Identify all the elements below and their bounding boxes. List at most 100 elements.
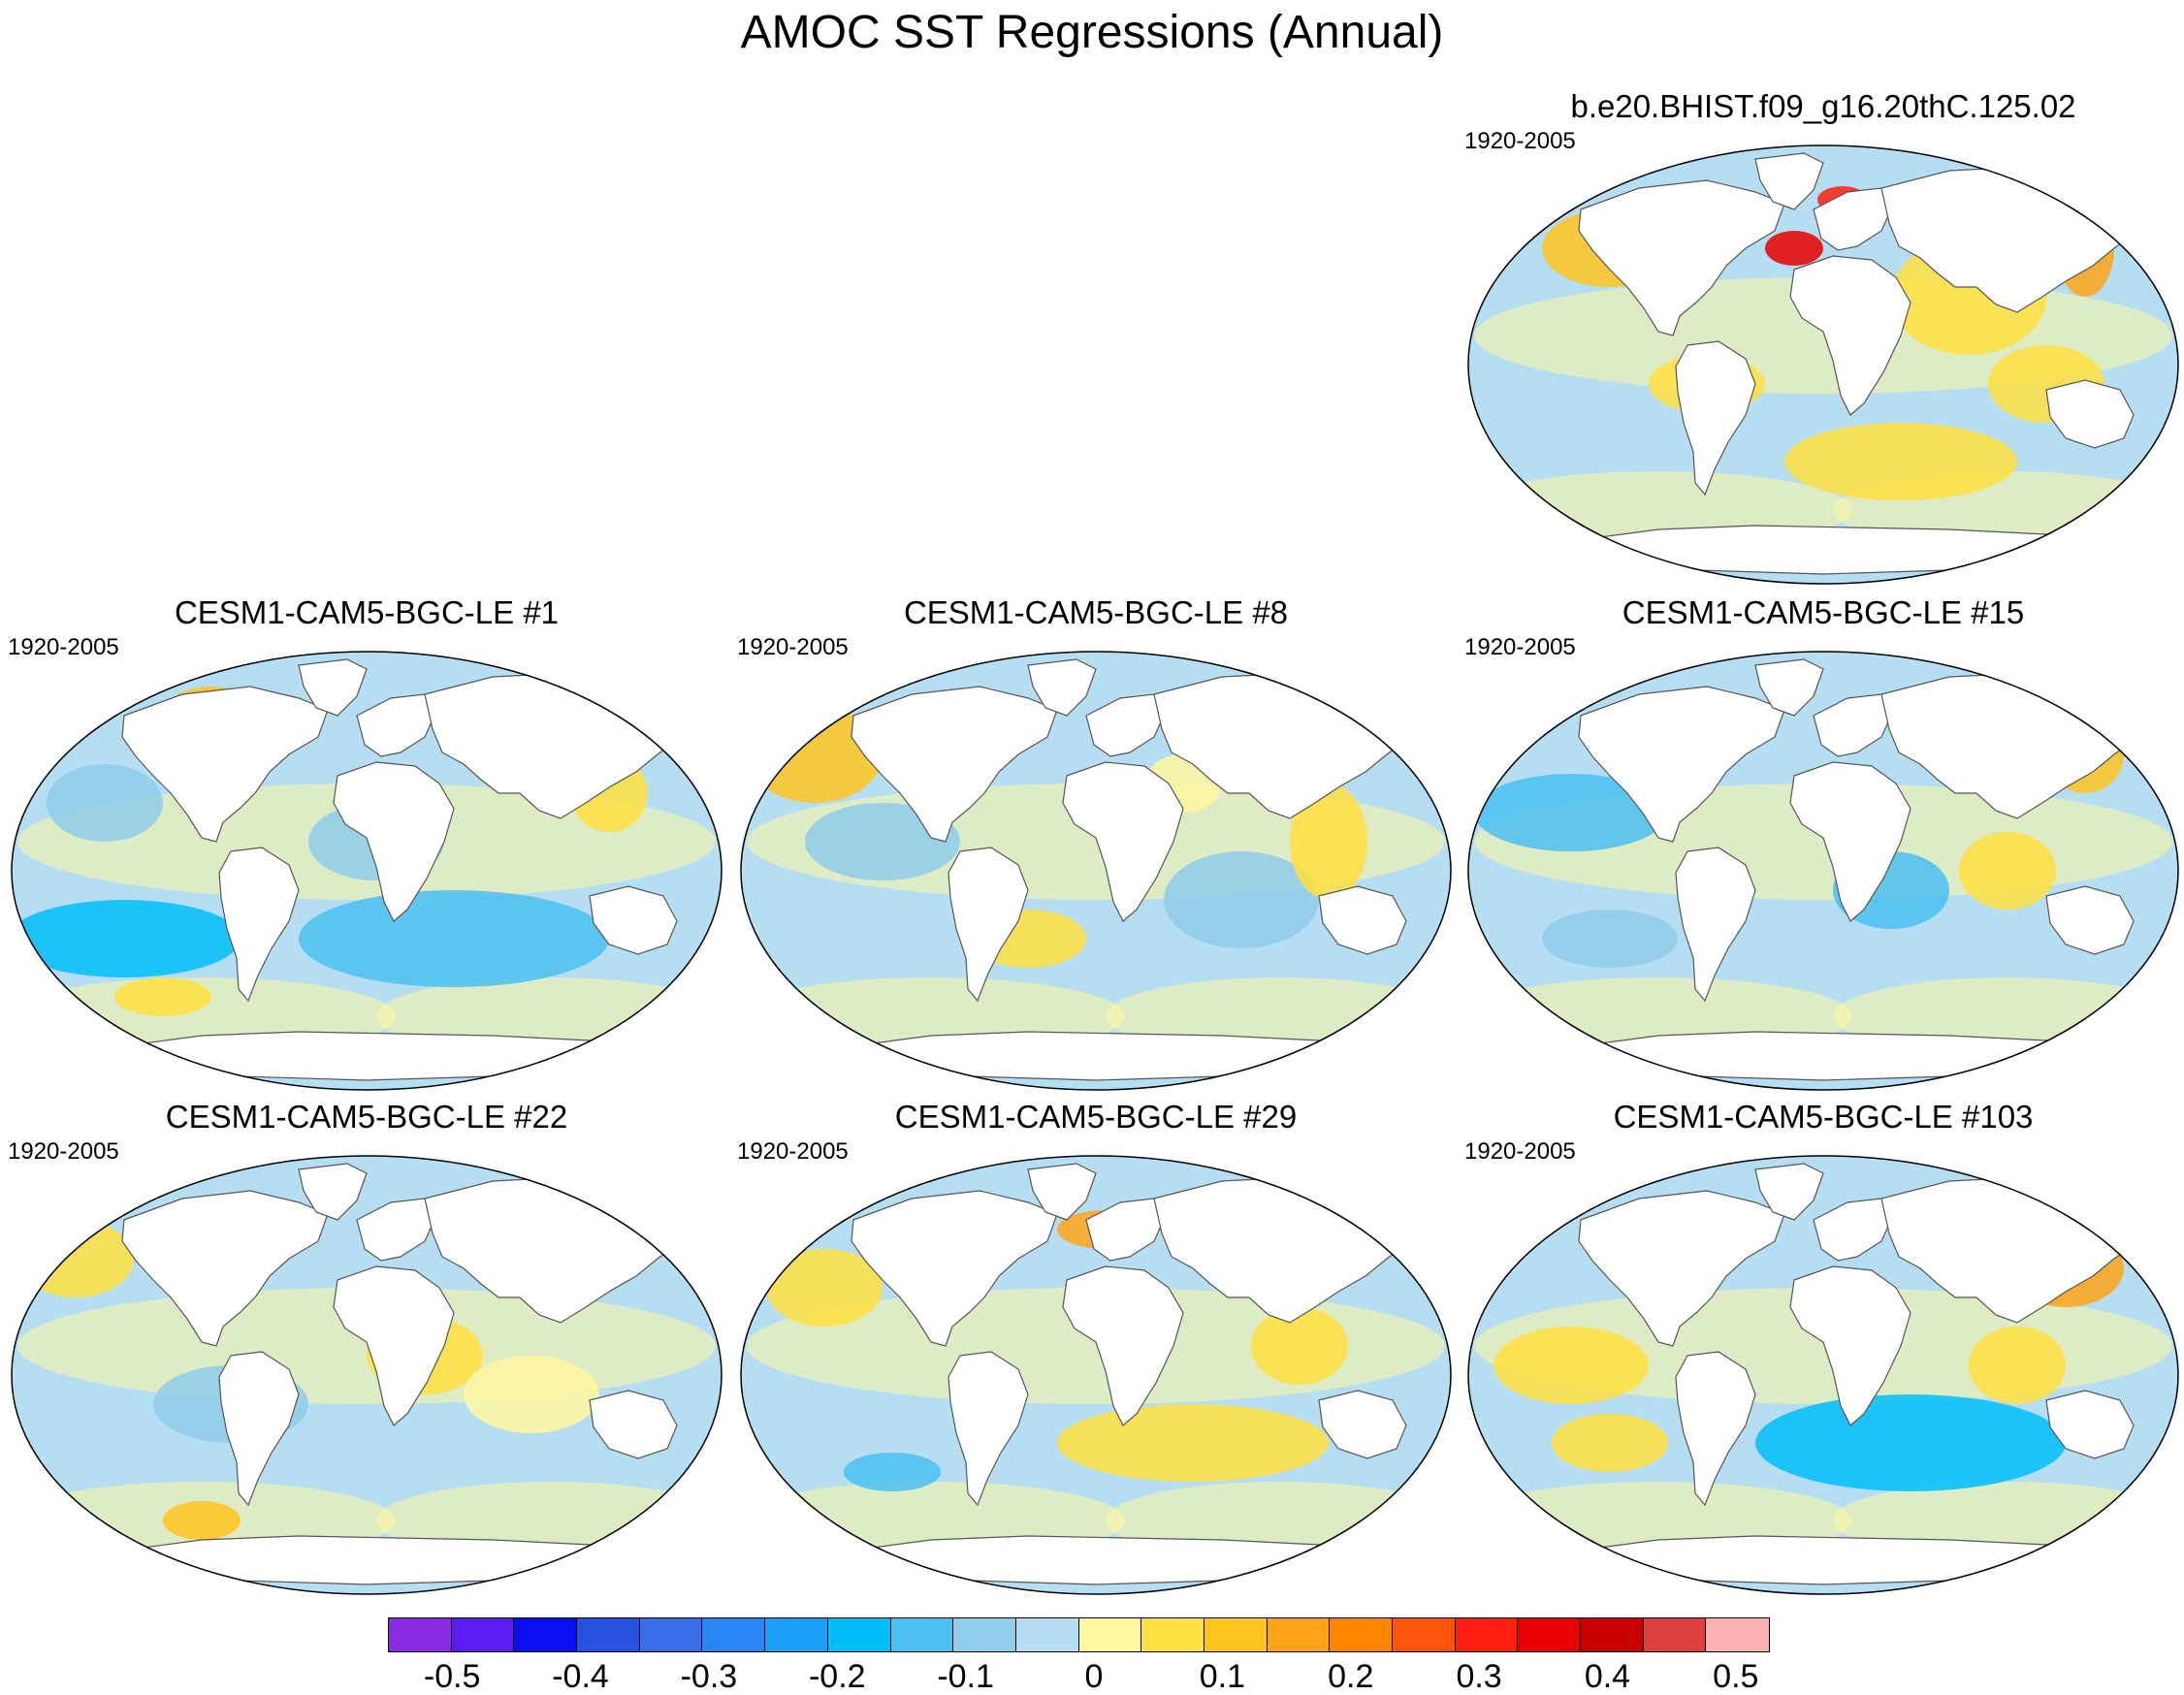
colorbar-label: -0.1	[937, 1658, 994, 1695]
anomaly-patch	[1493, 1327, 1649, 1404]
landmass	[333, 1265, 455, 1426]
landmass	[1318, 1390, 1407, 1459]
colorbar-swatch	[1518, 1618, 1582, 1651]
map-panel-2: CESM1-CAM5-BGC-LE #8 1920-2005	[737, 593, 1455, 1098]
landmass	[1578, 1190, 1785, 1347]
landmass	[1813, 1198, 1892, 1262]
landmass	[1675, 1351, 1756, 1507]
landmass	[121, 1190, 329, 1347]
landmass	[121, 686, 329, 843]
map-field	[741, 1156, 1451, 1594]
anomaly-patch	[844, 1453, 941, 1491]
anomaly-patch	[1251, 1307, 1348, 1385]
landmass	[1813, 187, 1892, 251]
colorbar: -0.5 -0.4 -0.3 -0.2 -0.1 0 0.1 0.2 0.3 0.4 0.5	[388, 1617, 1800, 1695]
landmass	[218, 847, 300, 1003]
anomaly-patch	[1290, 784, 1367, 900]
anomaly-patch	[17, 1220, 134, 1297]
panel-period: 1920-2005	[1464, 1138, 1576, 1165]
colorbar-swatch	[1015, 1618, 1079, 1651]
anomaly-patch	[766, 1249, 883, 1327]
world-map	[1467, 144, 2179, 585]
landmass	[1675, 340, 1756, 496]
panel-period: 1920-2005	[737, 634, 849, 660]
landmass	[298, 658, 368, 717]
anomaly-patch	[1057, 1404, 1329, 1482]
landmass	[1578, 179, 1785, 336]
anomaly-patch	[1755, 1394, 2066, 1491]
landmass	[2045, 379, 2135, 449]
colorbar-swatch	[1204, 1618, 1268, 1651]
colorbar-label: 0.1	[1199, 1658, 1245, 1695]
colorbar-swatch	[1267, 1618, 1331, 1651]
world-map	[1467, 651, 2179, 1091]
colorbar-swatch	[827, 1618, 891, 1651]
colorbar-swatch	[765, 1618, 828, 1651]
panel-title: CESM1-CAM5-BGC-LE #103	[1613, 1099, 2034, 1135]
map-field	[12, 652, 722, 1090]
colorbar-swatch	[953, 1618, 1016, 1651]
landmass	[2045, 885, 2135, 955]
landmass	[1789, 255, 1911, 416]
anomaly-patch	[12, 900, 241, 977]
map-field	[1468, 652, 2178, 1090]
panel-title: b.e20.BHIST.f09_g16.20thC.125.02	[1570, 88, 2076, 124]
landmass	[851, 1190, 1058, 1347]
map-field	[1468, 145, 2178, 584]
anomaly-patch	[114, 977, 211, 1016]
map-panel-3: CESM1-CAM5-BGC-LE #15 1920-2005	[1464, 593, 2182, 1098]
colorbar-swatch	[577, 1618, 640, 1651]
colorbar-swatch	[639, 1618, 703, 1651]
panel-period: 1920-2005	[8, 1138, 119, 1165]
landmass	[333, 761, 455, 922]
landmass	[1085, 693, 1165, 757]
anomaly-patch	[1959, 832, 2056, 910]
map-border	[11, 1155, 723, 1595]
world-map	[740, 1155, 1452, 1595]
landmass	[1789, 761, 1911, 922]
colorbar-swatch	[702, 1618, 766, 1651]
anomaly-patch	[299, 890, 609, 987]
map-border	[740, 1155, 1452, 1595]
panel-period: 1920-2005	[1464, 128, 1576, 154]
landmass	[1789, 1265, 1911, 1426]
map-border	[1467, 144, 2179, 585]
panel-period: 1920-2005	[1464, 634, 1576, 660]
landmass	[1754, 152, 1824, 210]
anomaly-patch	[1784, 423, 2017, 500]
landmass	[1085, 1198, 1165, 1262]
colorbar-label: -0.3	[680, 1658, 738, 1695]
panel-title: CESM1-CAM5-BGC-LE #22	[165, 1099, 568, 1135]
colorbar-swatch	[1078, 1618, 1142, 1651]
colorbar-swatch	[1393, 1618, 1456, 1651]
anomaly-patch	[464, 1356, 599, 1433]
map-panel-6: CESM1-CAM5-BGC-LE #103 1920-2005	[1464, 1098, 2182, 1602]
colorbar-label: 0	[1084, 1658, 1104, 1695]
landmass	[1813, 693, 1892, 757]
anomaly-patch	[47, 764, 163, 842]
landmass	[851, 686, 1058, 843]
colorbar-swatch	[514, 1618, 578, 1651]
map-panel-5: CESM1-CAM5-BGC-LE #29 1920-2005	[737, 1098, 1455, 1602]
anomaly-patch	[1969, 1327, 2066, 1404]
panel-period: 1920-2005	[8, 634, 119, 660]
anomaly-patch	[163, 1501, 241, 1540]
anomaly-patch	[1164, 851, 1319, 948]
colorbar-swatch	[1455, 1618, 1519, 1651]
colorbar-swatch	[1141, 1618, 1204, 1651]
landmass	[1027, 658, 1097, 717]
landmass	[1027, 1163, 1097, 1221]
landmass	[947, 847, 1029, 1003]
colorbar-label: 0.5	[1713, 1658, 1759, 1695]
figure-title: AMOC SST Regressions (Annual)	[740, 7, 1444, 58]
map-panel-1: CESM1-CAM5-BGC-LE #1 1920-2005	[8, 593, 725, 1098]
landmass	[1675, 847, 1756, 1003]
landmass	[1062, 1265, 1184, 1426]
colorbar-label: 0.4	[1584, 1658, 1631, 1695]
colorbar-swatch	[451, 1618, 515, 1651]
landmass	[218, 1351, 300, 1507]
map-field	[741, 652, 1451, 1090]
colorbar-swatch	[890, 1618, 954, 1651]
map-border	[1467, 1155, 2179, 1595]
landmass	[1754, 658, 1824, 717]
